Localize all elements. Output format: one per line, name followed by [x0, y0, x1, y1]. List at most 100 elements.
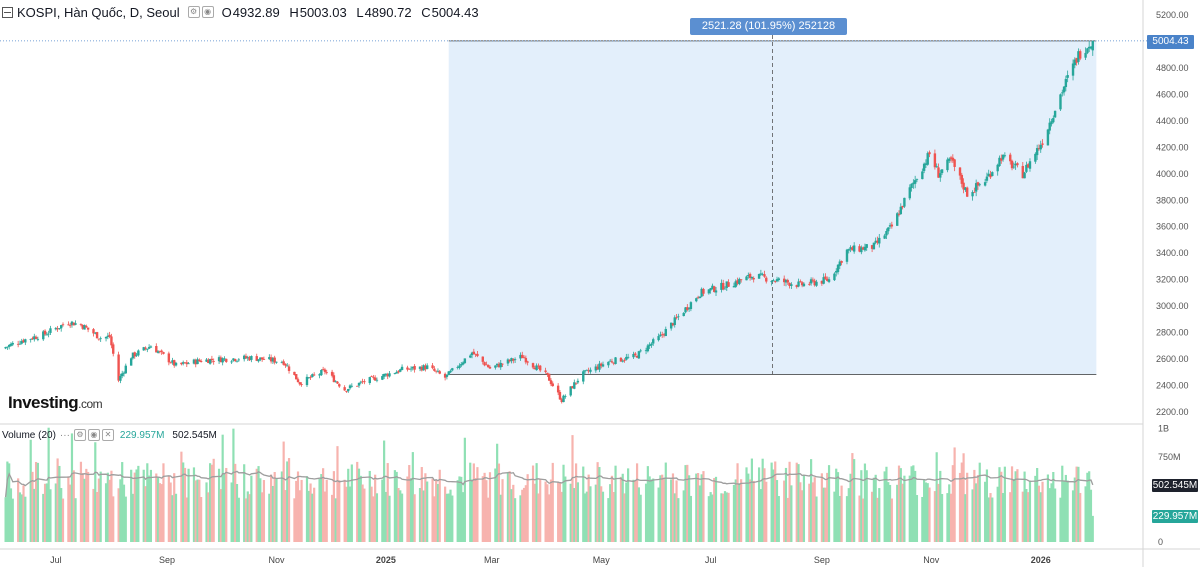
candle-body [45, 334, 49, 336]
candle-body [725, 281, 728, 288]
price-tick-label: 4400.00 [1156, 116, 1189, 126]
volume-bar [262, 480, 266, 542]
settings-icon[interactable]: ⚙ [73, 429, 86, 441]
volume-bar [173, 473, 176, 542]
candle-body [761, 274, 764, 275]
volume-bar [799, 482, 802, 542]
volume-bar [447, 493, 450, 542]
candle-body [1059, 94, 1062, 110]
collapse-icon[interactable] [2, 6, 13, 18]
volume-bar [169, 482, 172, 542]
volume-bar [695, 473, 698, 542]
volume-bar [912, 465, 915, 542]
candle-body [815, 281, 818, 286]
candle-body [334, 381, 337, 383]
candle-body [558, 392, 562, 400]
candle-body [359, 381, 363, 383]
volume-bar [734, 479, 737, 542]
candle-body [131, 352, 135, 359]
volume-bar [282, 441, 285, 542]
volume-bar [225, 467, 228, 542]
volume-bar [474, 477, 477, 542]
candle-body [713, 286, 716, 292]
time-tick-label: Jul [705, 555, 717, 565]
volume-bar [309, 483, 312, 542]
candle-body [686, 307, 689, 310]
volume-bar [395, 471, 398, 542]
volume-bar [664, 462, 667, 542]
volume-bar [836, 472, 840, 542]
volume-bar [347, 468, 350, 542]
candle-body [486, 364, 490, 368]
price-tick-label: 4600.00 [1156, 89, 1189, 99]
candle-body [709, 288, 712, 291]
volume-bar [639, 494, 642, 542]
candle-body [269, 357, 273, 362]
candle-body [124, 365, 127, 374]
close-icon[interactable]: ✕ [101, 429, 114, 441]
candle-body [897, 214, 901, 215]
candle-body [973, 191, 976, 193]
candle-body [29, 338, 32, 340]
candle-body [777, 278, 781, 280]
volume-bar [322, 468, 325, 542]
volume-bar [958, 472, 962, 542]
volume-bar [207, 492, 210, 542]
candle-body [311, 374, 314, 378]
candle-body [786, 280, 789, 283]
volume-bar [788, 461, 791, 542]
volume-bar [196, 479, 199, 542]
volume-bar [822, 487, 825, 542]
volume-bar [833, 491, 836, 542]
candle-body [849, 247, 852, 249]
candle-body [1087, 46, 1091, 49]
candle-body [24, 339, 27, 343]
candle-body [217, 357, 221, 362]
candle-body [1039, 144, 1042, 150]
candle-body [560, 399, 563, 403]
candle-body [824, 276, 827, 279]
volume-bar [851, 453, 854, 542]
volume-bar [212, 458, 215, 542]
volume-tick-label: 0 [1158, 537, 1163, 547]
candle-body [1071, 63, 1075, 76]
candle-body [330, 371, 334, 376]
candle-body [1052, 118, 1055, 123]
volume-bar [1028, 480, 1032, 542]
candle-body [443, 373, 447, 378]
candle-body [424, 365, 427, 370]
volume-bar [935, 452, 938, 542]
candle-body [312, 374, 316, 376]
volume-bar [280, 471, 283, 542]
eye-icon[interactable]: ◉ [201, 6, 214, 18]
volume-tick-label: 1B [1158, 423, 1169, 433]
candle-body [323, 369, 327, 372]
candle-body [1061, 92, 1064, 94]
volume-bar [162, 463, 165, 542]
candle-body [248, 357, 251, 361]
volume-bar [359, 475, 362, 542]
candle-body [58, 328, 61, 329]
candle-body [562, 395, 565, 403]
volume-bar [320, 474, 323, 542]
volume-bar [562, 464, 565, 542]
volume-bar [1016, 469, 1019, 542]
candle-body [991, 172, 994, 176]
candle-body [531, 363, 535, 368]
eye-icon[interactable]: ◉ [87, 429, 100, 441]
volume-bar [243, 464, 246, 542]
candle-body [1034, 153, 1037, 162]
candle-body [70, 321, 74, 325]
candle-body [268, 357, 271, 360]
candle-body [833, 273, 836, 281]
candle-body [1086, 48, 1089, 54]
settings-icon[interactable]: ⚙ [187, 6, 200, 18]
candle-body [788, 282, 791, 286]
candle-body [820, 280, 824, 284]
candle-body [199, 360, 203, 362]
volume-bar [300, 479, 303, 542]
candle-body [368, 377, 371, 384]
candle-body [596, 366, 599, 370]
candle-body [287, 366, 291, 371]
